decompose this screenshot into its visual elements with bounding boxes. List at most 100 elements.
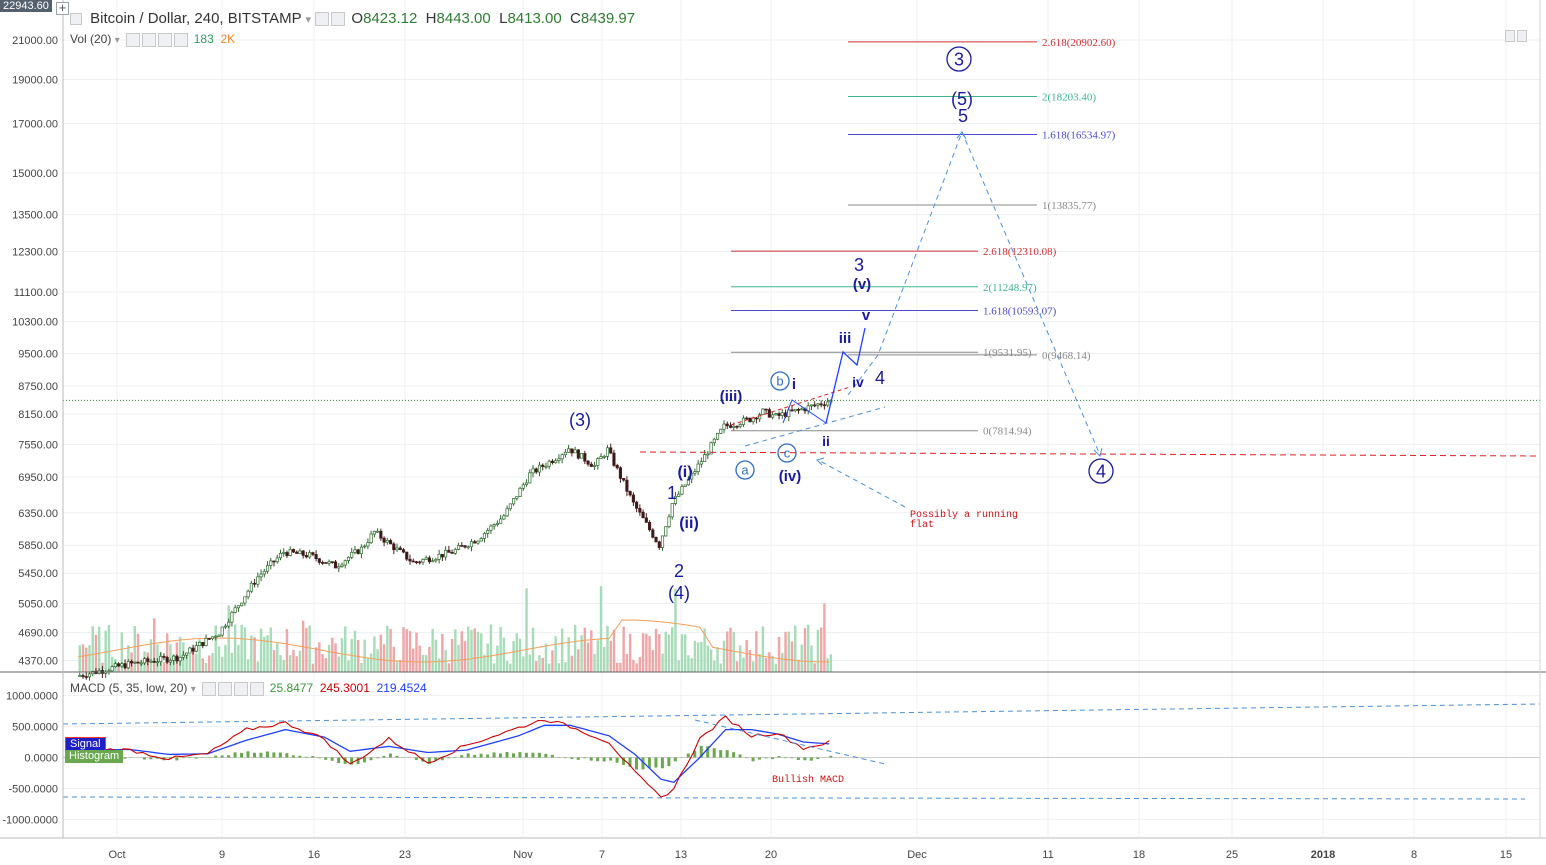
candle-body: [233, 607, 237, 613]
volume-bar: [421, 654, 425, 672]
candle-body: [725, 423, 729, 427]
macd-histogram-bar: [499, 753, 503, 758]
y-tick-label: 13500.00: [12, 210, 58, 222]
candle-body: [728, 425, 733, 428]
volume-bar: [149, 639, 153, 672]
volume-bar: [774, 663, 778, 672]
volume-bar: [622, 626, 625, 672]
macd-signal-line: [65, 724, 830, 784]
volume-bar: [344, 626, 347, 672]
candle-body: [168, 659, 172, 663]
collapse-icon[interactable]: [70, 13, 82, 26]
candle-body: [586, 460, 590, 465]
candle-body: [175, 655, 179, 662]
volume-bar: [318, 642, 321, 672]
eye-icon[interactable]: [126, 32, 141, 47]
y-tick-label: 5450.00: [18, 568, 58, 580]
volume-bar: [434, 639, 438, 672]
macd-histogram-bar: [796, 757, 800, 760]
macd-histogram-bar: [479, 753, 483, 758]
volume-bar: [505, 661, 509, 672]
add-icon[interactable]: [158, 32, 173, 47]
macd-histogram-bar: [790, 757, 794, 759]
candle-body: [618, 467, 623, 479]
volume-bar: [110, 656, 114, 672]
volume-bar: [127, 645, 130, 672]
macd-label[interactable]: MACD (5, 35, low, 20): [70, 681, 188, 695]
candle-body: [615, 465, 619, 469]
candle-body: [560, 454, 564, 460]
add-icon[interactable]: [234, 681, 249, 696]
volume-bar: [797, 659, 800, 672]
settings-icon[interactable]: [218, 681, 233, 696]
wave-label: 2: [674, 561, 684, 581]
dropdown-icon[interactable]: ▾: [190, 684, 196, 695]
wave-circle-label: 4: [1096, 461, 1106, 481]
y-tick-label: 6350.00: [18, 508, 58, 520]
macd-histogram-bar: [252, 752, 256, 758]
dropdown-icon[interactable]: ▾: [114, 35, 120, 46]
wave-circle: [1088, 458, 1114, 484]
eye-icon[interactable]: [202, 681, 217, 696]
volume-bar: [285, 629, 289, 672]
dropdown-icon[interactable]: ▾: [305, 14, 312, 26]
macd-histogram-bar: [317, 757, 321, 759]
volume-bar: [599, 586, 603, 672]
candle-body: [136, 661, 140, 664]
volume-bar: [742, 657, 745, 672]
macd-histogram-bar: [764, 757, 768, 759]
add-symbol-icon[interactable]: +: [56, 1, 69, 15]
volume-bar: [324, 658, 328, 672]
close-label: C: [570, 10, 581, 27]
x-tick-label: Nov: [513, 849, 533, 861]
volume-bar: [541, 657, 544, 672]
symbol-title[interactable]: Bitcoin / Dollar, 240, BITSTAMP: [90, 10, 302, 27]
macd-histogram-bar: [376, 757, 379, 759]
macd-histogram-value: 25.8477: [269, 681, 314, 695]
candle-body: [217, 634, 221, 637]
candle-body: [644, 517, 648, 523]
y-tick-label: 21000.00: [12, 35, 58, 47]
candle-body: [220, 626, 224, 636]
candle-body: [699, 461, 703, 465]
symbol-header: Bitcoin / Dollar, 240, BITSTAMP ▾ O8423.…: [70, 10, 635, 27]
settings-icon[interactable]: [142, 32, 157, 47]
candle-body: [321, 562, 325, 564]
volume-bar: [544, 643, 548, 672]
volume-bar: [467, 626, 470, 672]
candle-body: [476, 540, 480, 544]
maximize-pane-icon[interactable]: [1505, 29, 1515, 42]
hide-icon[interactable]: [331, 12, 346, 27]
macd-histogram-bar: [524, 752, 528, 758]
wave-label: (v): [853, 276, 871, 293]
restore-pane-icon[interactable]: [1517, 29, 1527, 42]
candle-body: [453, 549, 457, 554]
wave-label: iii: [839, 330, 852, 347]
y-tick-label: 7550.00: [18, 439, 58, 451]
x-tick-label: 15: [1500, 849, 1512, 861]
macd-histogram-bar: [783, 757, 787, 759]
macd-y-tick-label: 0.0000: [24, 753, 58, 765]
candle-body: [288, 549, 292, 557]
volume-bar: [81, 644, 85, 672]
candle-body: [793, 408, 797, 412]
candle-body: [269, 560, 273, 566]
close-icon[interactable]: [174, 32, 189, 47]
volume-bar: [654, 628, 658, 672]
volume-bar: [735, 661, 739, 672]
volume-bar: [586, 642, 590, 672]
macd-histogram-bar: [188, 757, 192, 759]
volume-label[interactable]: Vol (20): [70, 32, 112, 46]
volume-bar: [515, 633, 519, 672]
wave-circle: [735, 460, 755, 480]
subwave-line: [782, 399, 827, 424]
volume-bar: [178, 636, 182, 672]
ohlc-open: O8423.12: [351, 10, 417, 27]
candle-body: [139, 662, 143, 665]
close-icon[interactable]: [250, 681, 265, 696]
y-tick-label: 17000.00: [12, 119, 58, 131]
candle-body: [505, 508, 509, 517]
settings-icon[interactable]: [315, 12, 330, 27]
